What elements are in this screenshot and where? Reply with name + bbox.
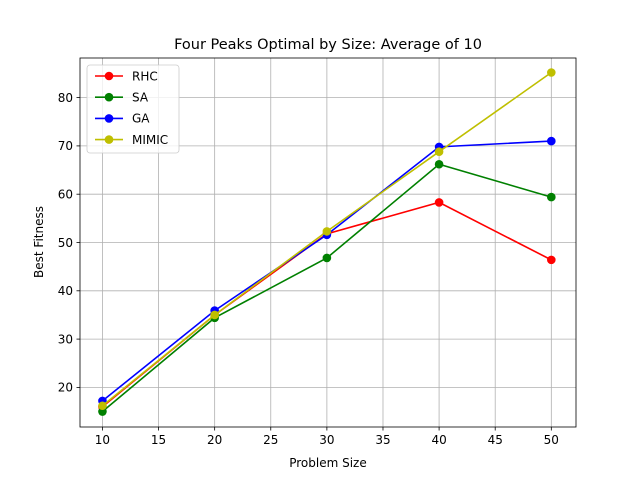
x-tick-label: 15 bbox=[151, 433, 166, 447]
x-tick-label: 20 bbox=[207, 433, 222, 447]
y-tick-label: 70 bbox=[58, 139, 73, 153]
legend-label-ga: GA bbox=[132, 112, 150, 126]
x-axis-ticks: 10 15 20 25 30 35 40 45 50 bbox=[95, 427, 559, 447]
y-axis-label: Best Fitness bbox=[32, 206, 46, 278]
data-point-mimic bbox=[98, 401, 107, 411]
legend-box bbox=[86, 64, 180, 154]
data-point-sa bbox=[434, 159, 444, 169]
x-tick-label: 40 bbox=[431, 433, 446, 447]
data-point-sa bbox=[547, 192, 556, 202]
data-point-mimic bbox=[322, 227, 332, 236]
y-tick-label: 50 bbox=[58, 236, 73, 250]
grid-lines bbox=[80, 58, 576, 427]
y-tick-label: 40 bbox=[58, 284, 73, 298]
y-tick-label: 20 bbox=[58, 381, 73, 395]
legend: RHC SA GA MIMIC bbox=[86, 64, 180, 154]
legend-marker-rhc bbox=[104, 71, 114, 81]
data-point-mimic bbox=[434, 147, 444, 156]
data-point-rhc bbox=[434, 198, 444, 207]
legend-marker-sa bbox=[104, 92, 114, 102]
chart-title: Four Peaks Optimal by Size: Average of 1… bbox=[174, 37, 482, 53]
data-point-sa bbox=[322, 253, 332, 263]
legend-label-sa: SA bbox=[132, 91, 149, 105]
legend-marker-mimic bbox=[104, 135, 114, 144]
y-tick-label: 60 bbox=[58, 188, 73, 202]
y-axis-ticks: 20 30 40 50 60 70 80 bbox=[58, 91, 80, 395]
data-point-mimic bbox=[547, 68, 556, 77]
legend-label-mimic: MIMIC bbox=[132, 133, 168, 147]
data-point-rhc bbox=[547, 255, 556, 265]
x-tick-label: 50 bbox=[544, 433, 559, 447]
x-axis-label: Problem Size bbox=[289, 456, 367, 470]
series-mimic bbox=[98, 68, 556, 411]
y-tick-label: 80 bbox=[58, 91, 73, 105]
legend-marker-ga bbox=[104, 114, 114, 123]
y-tick-label: 30 bbox=[58, 332, 73, 346]
series-group bbox=[98, 68, 556, 416]
legend-label-rhc: RHC bbox=[132, 69, 158, 83]
x-tick-label: 35 bbox=[375, 433, 390, 447]
data-point-mimic bbox=[210, 310, 219, 320]
x-tick-label: 30 bbox=[319, 433, 334, 447]
x-tick-label: 45 bbox=[488, 433, 503, 447]
data-point-ga bbox=[547, 136, 556, 146]
x-tick-label: 10 bbox=[95, 433, 110, 447]
x-tick-label: 25 bbox=[263, 433, 278, 447]
